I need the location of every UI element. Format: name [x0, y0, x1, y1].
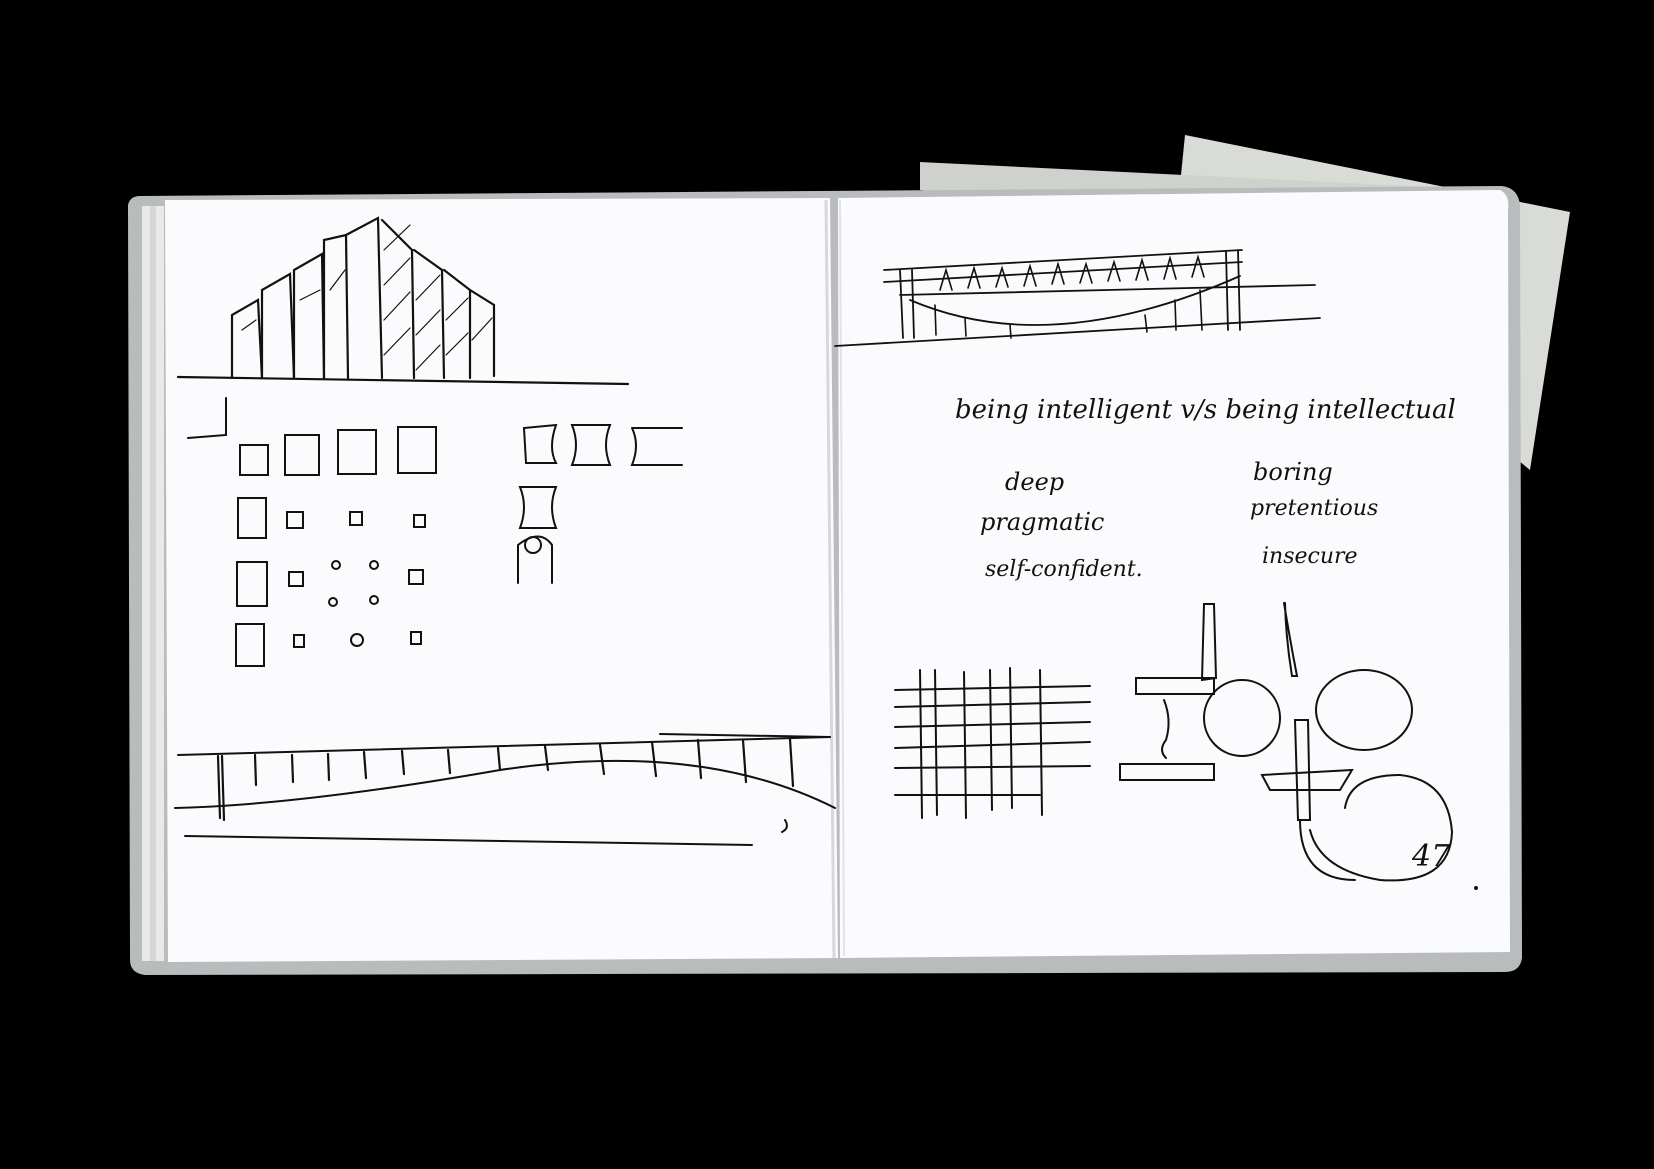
list-item: boring: [1253, 458, 1333, 486]
list-item: pragmatic: [980, 508, 1104, 536]
note-title: being intelligent v/s being intellectual: [955, 395, 1456, 425]
list-item: insecure: [1262, 544, 1358, 569]
curved-bridge-sketch: [174, 733, 836, 846]
left-page: [165, 198, 838, 962]
list-item: pretentious: [1250, 496, 1378, 521]
list-item: deep: [1005, 468, 1064, 496]
list-item: self-confident.: [985, 557, 1143, 582]
grid-sketch: [894, 667, 1091, 819]
square-grid-sketch: [187, 397, 683, 667]
block-and-circles-sketch: [1119, 602, 1454, 882]
right-page: [838, 190, 1510, 958]
left-column-list: deep pragmatic self-confident.: [980, 468, 1143, 582]
page-number: 47: [1411, 839, 1451, 874]
right-column-list: boring pretentious insecure: [1250, 458, 1378, 569]
bridge-truss-sketch: [834, 249, 1321, 347]
building-skyline-sketch: [176, 216, 630, 386]
ink-dot: [1474, 886, 1478, 890]
